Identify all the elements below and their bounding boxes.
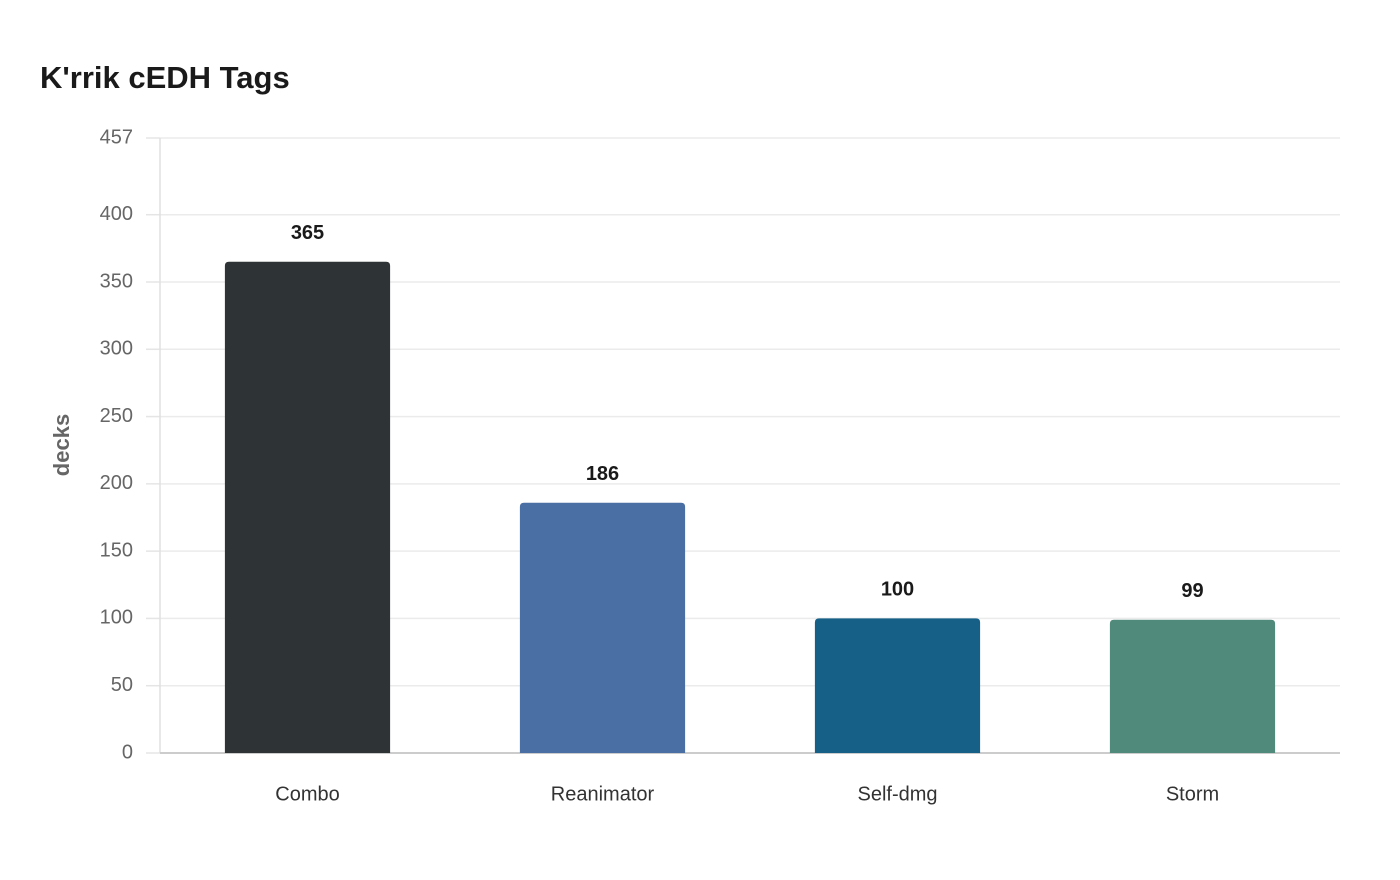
y-tick-label: 100 [100, 607, 133, 629]
x-tick-label: Self-dmg [857, 783, 937, 805]
value-label: 186 [586, 463, 619, 485]
y-tick-label: 300 [100, 338, 133, 360]
bar [1109, 619, 1276, 753]
y-tick-label: 250 [100, 405, 133, 427]
value-label: 99 [1181, 580, 1203, 602]
y-tick-label: 200 [100, 472, 133, 494]
y-tick-label: 150 [100, 539, 133, 561]
x-tick-label: Reanimator [551, 783, 655, 805]
y-tick-label: 457 [100, 126, 133, 148]
bar [519, 502, 686, 753]
bar [224, 261, 391, 753]
value-label: 365 [291, 222, 324, 244]
y-tick-label: 400 [100, 203, 133, 225]
y-tick-label: 0 [122, 741, 133, 763]
value-label: 100 [881, 579, 914, 601]
x-tick-label: Combo [275, 783, 339, 805]
x-tick-label: Storm [1166, 783, 1219, 805]
y-axis-label: decks [49, 414, 74, 476]
chart-title: K'rrik cEDH Tags [40, 60, 290, 95]
y-tick-label: 350 [100, 270, 133, 292]
bar [814, 618, 981, 753]
y-tick-label: 50 [111, 674, 133, 696]
